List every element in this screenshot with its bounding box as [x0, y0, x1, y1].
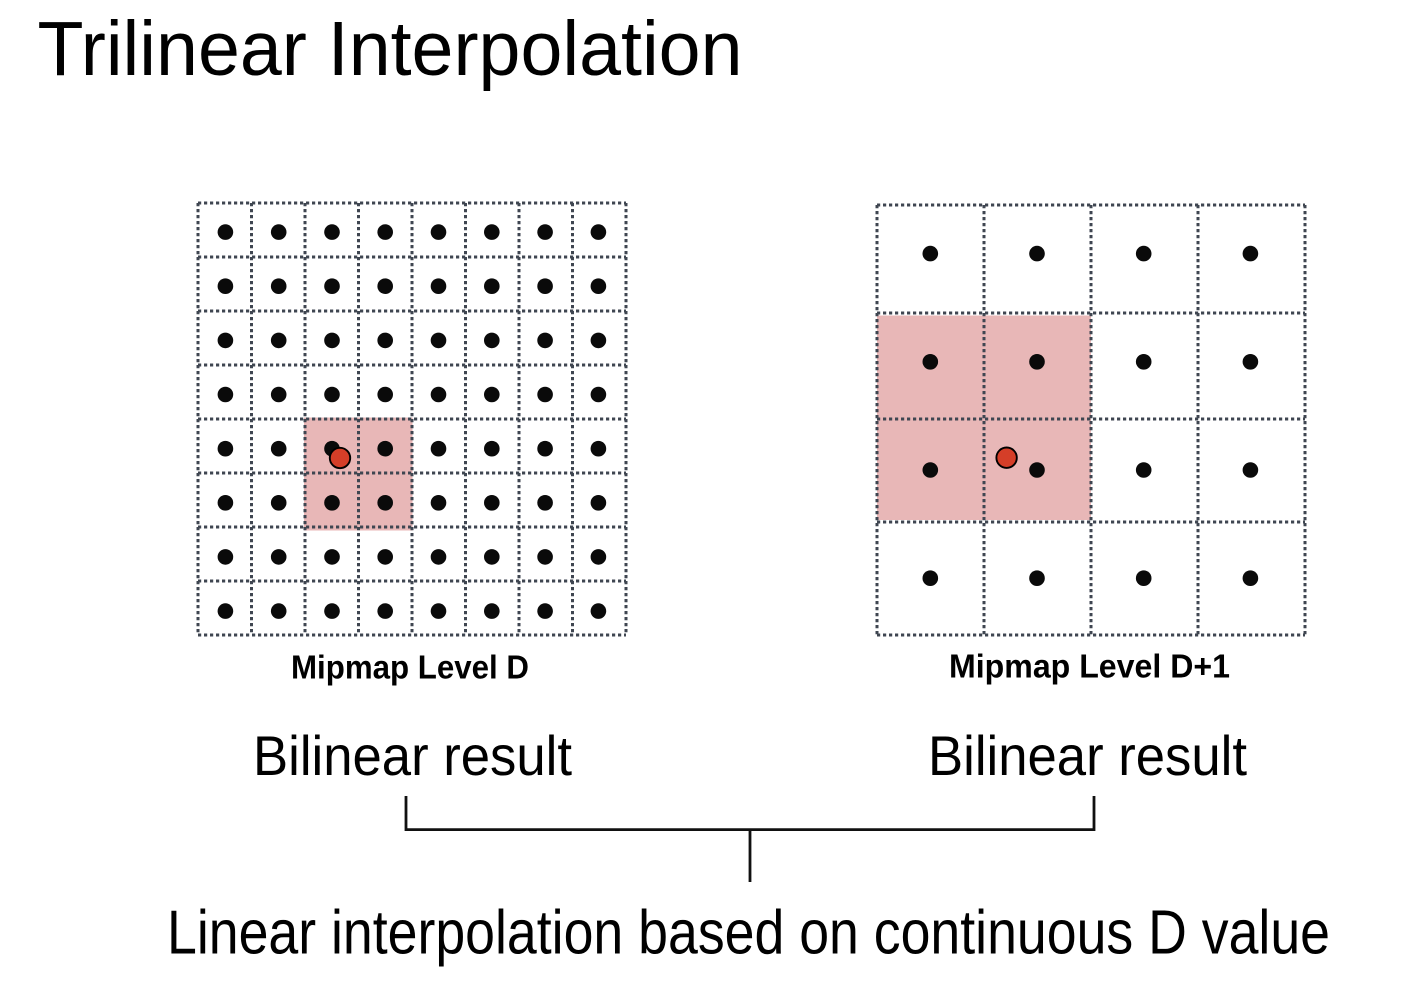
svg-text:Mipmap Level D: Mipmap Level D [291, 649, 529, 686]
svg-text:Trilinear Interpolation: Trilinear Interpolation [38, 6, 743, 92]
svg-text:Bilinear result: Bilinear result [928, 724, 1247, 787]
svg-text:Mipmap Level D+1: Mipmap Level D+1 [949, 648, 1230, 685]
svg-text:Bilinear result: Bilinear result [253, 724, 572, 787]
svg-text:Linear interpolation based on: Linear interpolation based on continuous… [167, 899, 1330, 968]
